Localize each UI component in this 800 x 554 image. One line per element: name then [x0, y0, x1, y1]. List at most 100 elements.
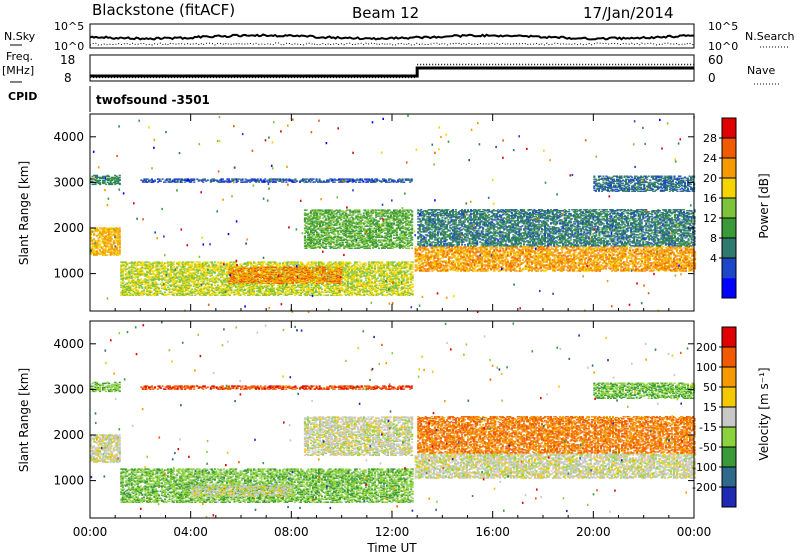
heatmap-cell	[185, 268, 188, 270]
heatmap-cell	[141, 286, 144, 288]
heatmap-cell	[386, 272, 389, 274]
heatmap-cell	[218, 181, 222, 183]
heatmap-cell	[135, 291, 138, 293]
heatmap-cell	[347, 181, 350, 183]
heatmap-cell	[238, 283, 241, 285]
heatmap-cell	[154, 265, 158, 267]
heatmap-cell	[91, 183, 94, 186]
heatmap-cell	[242, 285, 245, 287]
heatmap-cell	[185, 275, 188, 277]
heatmap-cell	[180, 287, 183, 289]
heatmap-cell	[210, 289, 213, 291]
heatmap-cell	[194, 294, 197, 296]
heatmap-cell	[194, 277, 197, 279]
heatmap-cell	[389, 181, 392, 183]
heatmap-cell	[158, 277, 161, 279]
heatmap-cell	[173, 276, 176, 278]
heatmap-cell	[289, 288, 292, 290]
heatmap-cell	[177, 264, 180, 266]
heatmap-cell	[188, 287, 191, 289]
nave-tick-top: 60	[708, 53, 723, 67]
heatmap-cell	[271, 286, 274, 288]
heatmap-cell	[233, 294, 236, 296]
heatmap-cell	[409, 179, 412, 181]
heatmap-cell	[410, 180, 413, 182]
heatmap-cell	[213, 284, 216, 286]
heatmap-cell	[198, 278, 201, 280]
heatmap-cell	[201, 273, 204, 275]
heatmap-cell	[281, 287, 284, 289]
heatmap-cell	[321, 181, 324, 183]
heatmap-cell	[259, 291, 262, 293]
freq-tick-bottom: 8	[64, 71, 72, 85]
heatmap-cell	[127, 267, 130, 269]
heatmap-cell	[318, 181, 321, 183]
heatmap-cell	[293, 263, 296, 265]
heatmap-cell	[151, 282, 155, 284]
heatmap-cell	[93, 252, 96, 254]
heatmap-cell	[149, 179, 152, 181]
heatmap-cell	[105, 235, 108, 237]
heatmap-cell	[215, 294, 218, 296]
heatmap-cell	[100, 228, 103, 230]
heatmap-cell	[162, 263, 165, 265]
heatmap-cell	[135, 284, 138, 286]
heatmap-cell	[251, 287, 254, 289]
heatmap-cell	[250, 283, 253, 285]
heatmap-cell	[97, 180, 100, 183]
heatmap-cell	[218, 273, 221, 275]
heatmap-cell	[250, 292, 253, 294]
heatmap-cell	[177, 263, 180, 265]
heatmap-cell	[189, 267, 192, 269]
heatmap-cell	[158, 178, 161, 180]
heatmap-cell	[264, 180, 267, 182]
heatmap-cell	[170, 263, 173, 265]
heatmap-cell	[189, 278, 192, 280]
heatmap-cell	[260, 285, 263, 287]
heatmap-cell	[103, 236, 106, 238]
heatmap-cell	[359, 179, 362, 181]
heatmap-cell	[350, 180, 353, 182]
heatmap-cell	[109, 251, 112, 253]
heatmap-cell	[100, 238, 103, 240]
heatmap-cell	[176, 277, 179, 279]
heatmap-cell	[109, 246, 112, 248]
heatmap-cell	[176, 263, 179, 265]
heatmap-cell	[124, 288, 127, 290]
heatmap-cell	[327, 294, 330, 296]
heatmap-cell	[138, 292, 141, 294]
heatmap-cell	[200, 267, 203, 269]
heatmap-cell	[151, 278, 155, 280]
heatmap-cell	[260, 286, 263, 288]
heatmap-cell	[270, 277, 273, 279]
heatmap-cell	[200, 179, 203, 181]
heatmap-cell	[204, 261, 207, 263]
heatmap-cell	[248, 285, 251, 287]
heatmap-cell	[182, 293, 185, 295]
heatmap-cell	[151, 293, 155, 295]
heatmap-cell	[96, 181, 99, 184]
heatmap-cell	[184, 181, 187, 183]
heatmap-cell	[96, 228, 99, 230]
heatmap-cell	[112, 240, 115, 242]
heatmap-cell	[215, 279, 218, 281]
heatmap-cell	[235, 279, 238, 281]
heatmap-cell	[189, 272, 192, 274]
heatmap-cell	[154, 275, 158, 277]
heatmap-cell	[136, 283, 139, 285]
heatmap-cell	[253, 292, 256, 294]
heatmap-cell	[215, 291, 218, 293]
heatmap-cell	[204, 275, 207, 277]
heatmap-cell	[153, 284, 156, 286]
heatmap-cell	[301, 180, 305, 182]
heatmap-cell	[278, 292, 281, 294]
heatmap-cell	[222, 291, 226, 293]
heatmap-cell	[106, 239, 109, 241]
heatmap-cell	[102, 248, 105, 250]
heatmap-cell	[94, 253, 97, 255]
heatmap-cell	[103, 252, 106, 254]
heatmap-cell	[224, 283, 227, 285]
heatmap-cell	[278, 287, 281, 289]
heatmap-cell	[405, 265, 408, 267]
heatmap-cell	[401, 179, 404, 181]
